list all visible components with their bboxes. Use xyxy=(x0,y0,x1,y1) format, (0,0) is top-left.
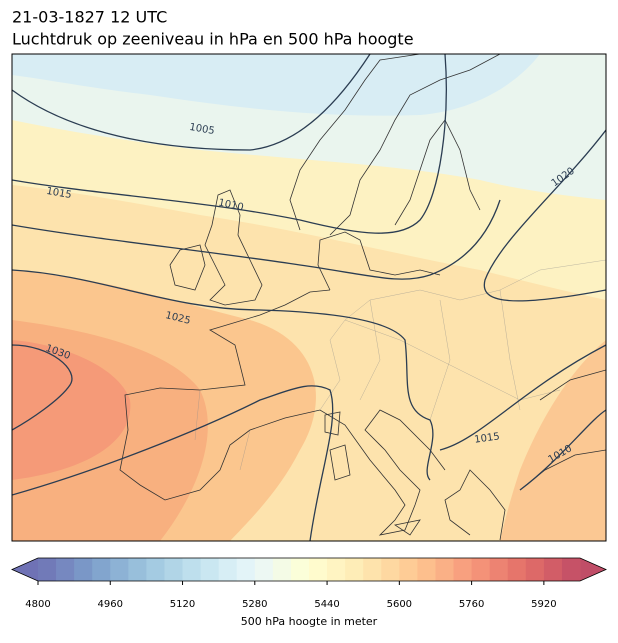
colorbar-segment xyxy=(272,558,292,581)
map: 1005 1010 1015 1020 1025 1030 1015 1010 xyxy=(12,54,606,541)
isobar-label: 1015 xyxy=(474,431,501,445)
isobar xyxy=(12,344,73,431)
coastline xyxy=(204,189,263,306)
colorbar-segment xyxy=(164,558,184,581)
colorbar-segment xyxy=(561,558,581,581)
isobar xyxy=(12,199,501,280)
colorbar-segment xyxy=(290,558,310,581)
colorbar-segment xyxy=(489,558,509,581)
colorbar-segment xyxy=(435,558,455,581)
coastline xyxy=(539,369,606,401)
colorbar-segment xyxy=(92,558,111,581)
colorbar-tick-label: 4960 xyxy=(98,599,123,610)
coastline xyxy=(289,54,421,231)
colorbar-tick-label: 5600 xyxy=(387,599,412,610)
colorbar-segment xyxy=(399,558,418,581)
isobar-label: 1005 xyxy=(188,122,215,137)
coastline xyxy=(329,54,501,236)
isobar-label: 1010 xyxy=(217,197,244,213)
coastline xyxy=(169,244,206,291)
title: 21-03-1827 12 UTC xyxy=(12,8,167,27)
colorbar-segment xyxy=(236,558,256,581)
colorbar-segment xyxy=(254,558,274,581)
field-band xyxy=(12,54,540,116)
colorbar-tick-label: 5280 xyxy=(242,599,267,610)
colorbar-frame xyxy=(11,557,607,582)
coastline xyxy=(317,231,441,291)
field-band xyxy=(500,340,606,541)
isobar xyxy=(12,54,371,151)
colorbar-segment xyxy=(74,558,93,581)
colorbar-segment xyxy=(453,558,473,581)
colorbar-segment xyxy=(543,558,563,581)
colorbar-tick-label: 4800 xyxy=(25,599,50,610)
colorbar-segment xyxy=(309,558,328,581)
colorbar-segment xyxy=(182,558,202,581)
isobar xyxy=(12,54,447,234)
colorbar-segment xyxy=(381,558,400,581)
isobar xyxy=(12,269,434,481)
coastline xyxy=(444,469,506,541)
colorbar-segment xyxy=(38,558,57,581)
border xyxy=(194,259,606,471)
colorbar-label: 500 hPa hoogte in meter xyxy=(241,615,378,628)
colorbar-tick-label: 5120 xyxy=(170,599,195,610)
colorbar-tick-label: 5440 xyxy=(314,599,339,610)
colorbar-segment xyxy=(345,558,364,581)
colorbar-segment xyxy=(146,558,165,581)
colorbar-segment xyxy=(200,558,220,581)
coastline xyxy=(394,119,481,226)
coastline xyxy=(119,289,446,536)
isobar xyxy=(483,129,606,302)
field-band xyxy=(12,340,131,480)
colorbar-extension xyxy=(580,558,606,581)
isobar-label: 1015 xyxy=(45,186,72,201)
isobar xyxy=(519,409,606,491)
colorbar-tick-label: 5920 xyxy=(531,599,556,610)
colorbar-segment xyxy=(363,558,382,581)
map-frame xyxy=(11,53,607,542)
colorbar-extension xyxy=(12,558,38,581)
subtitle: Luchtdruk op zeeniveau in hPa en 500 hPa… xyxy=(12,30,414,49)
isobar xyxy=(12,344,606,541)
colorbar-segment xyxy=(471,558,491,581)
colorbar-segment xyxy=(507,558,527,581)
coastline xyxy=(324,411,421,536)
colorbar: 4800 4960 5120 5280 5440 5600 5760 5920 xyxy=(11,557,607,610)
colorbar-segment xyxy=(327,558,346,581)
colorbar-segment xyxy=(128,558,147,581)
colorbar-segment xyxy=(218,558,238,581)
colorbar-segment xyxy=(56,558,75,581)
colorbar-segment xyxy=(417,558,436,581)
colorbar-segment xyxy=(110,558,129,581)
colorbar-tick-label: 5760 xyxy=(459,599,484,610)
colorbar-segment xyxy=(525,558,545,581)
